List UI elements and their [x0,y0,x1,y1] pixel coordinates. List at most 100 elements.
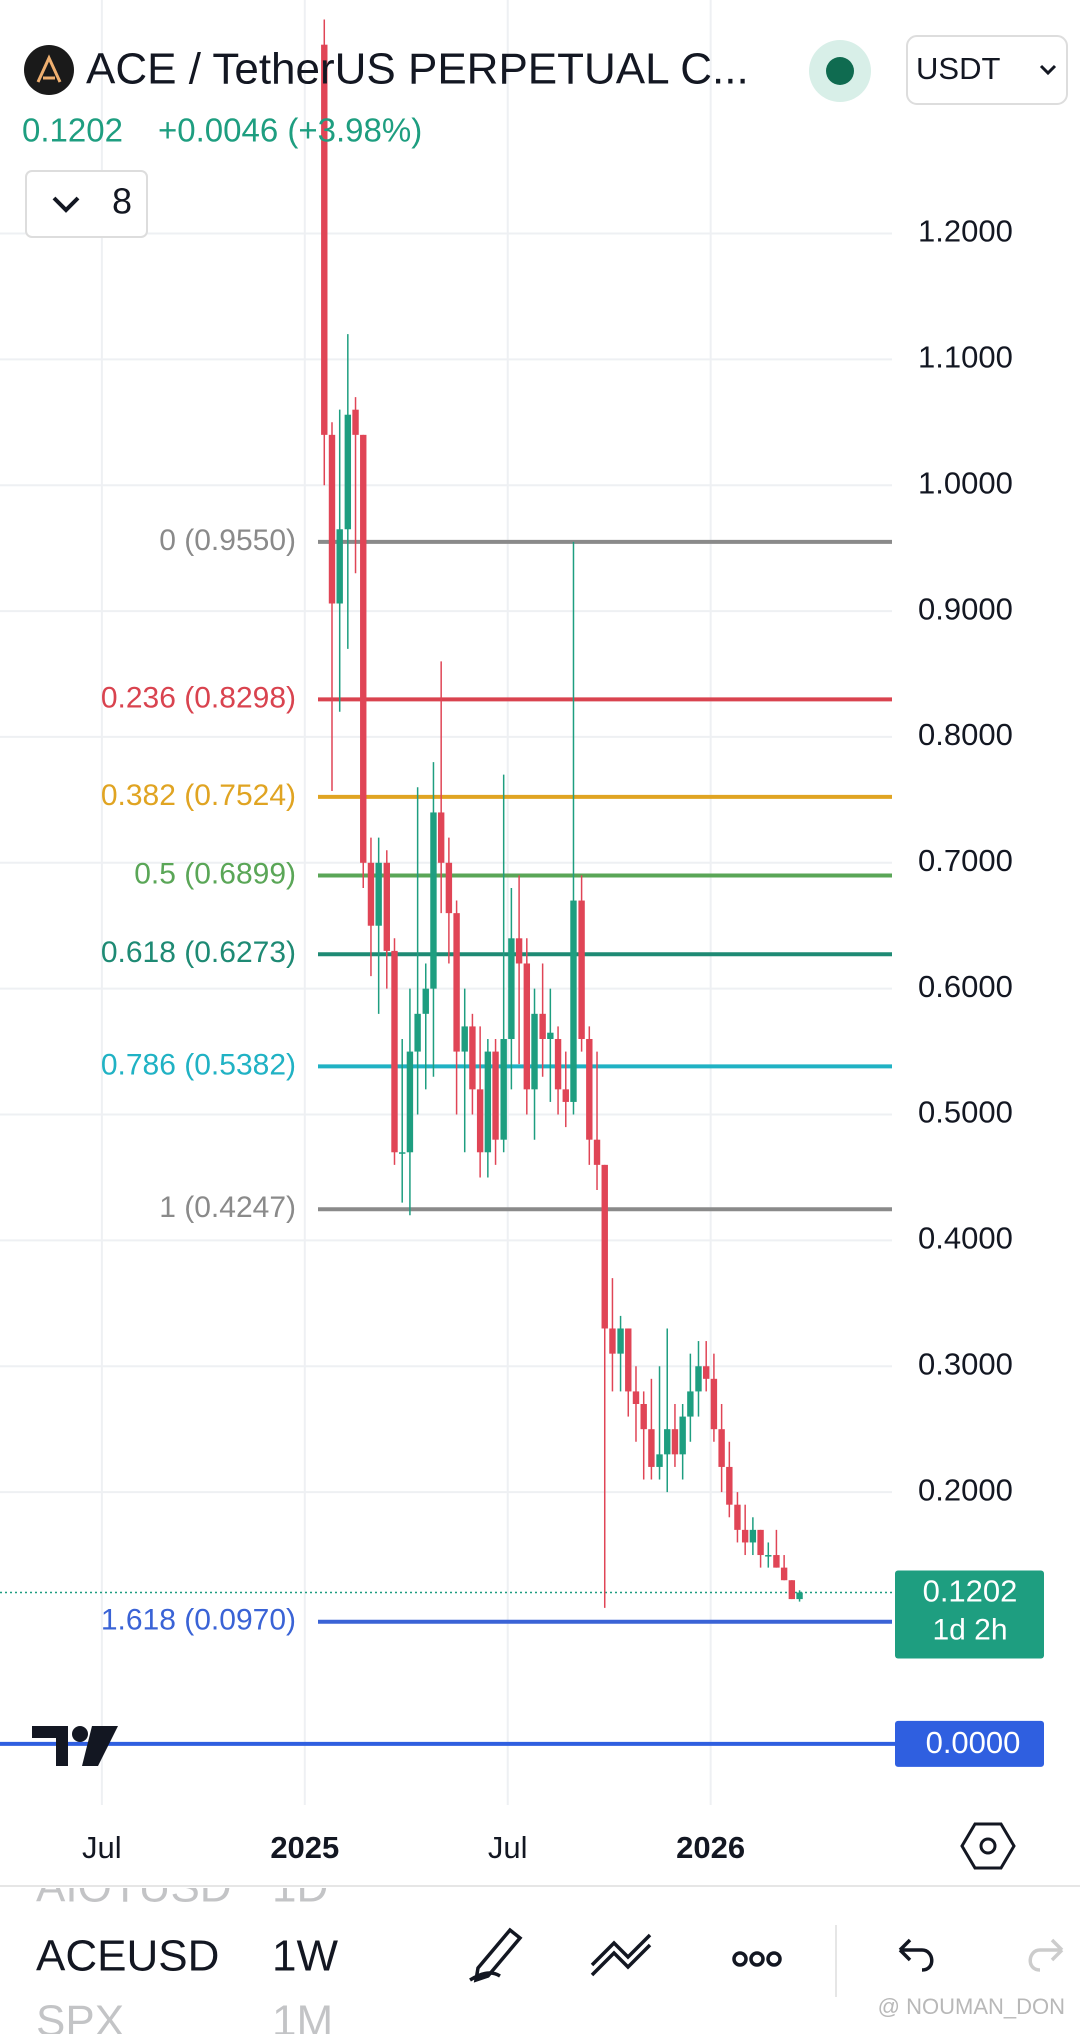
indicators-toggle[interactable] [25,170,148,238]
y-tick-label: 1.2000 [918,214,1013,249]
chart-area: Jul 2025 Jul 2026 0.2000 0.3000 0.4000 0.5000 0.… [0,0,1044,1865]
candle-body [695,1366,702,1392]
candle-body [593,1139,601,1165]
candle-body [437,812,445,863]
fib-label: 0.786 (0.5382) [101,1048,296,1081]
candle-body [344,414,352,530]
candle-body [734,1504,741,1530]
draw-tool[interactable] [469,1927,523,1983]
candle-body [321,44,328,435]
candle-body [609,1328,616,1354]
candle-body [492,1051,499,1140]
toolbar: AIOTUSD 1D ACEUSD 1W SPX 1M @ NOUMAN_DON [0,1863,1080,2034]
candle-body [757,1529,764,1556]
candle-body [391,950,398,1153]
symbol[interactable]: ACEUSD [36,1932,219,1981]
toggle-caret [52,196,80,213]
y-tick-label: 0.9000 [918,591,1013,626]
candle-body [578,900,585,1039]
candle-body [773,1555,780,1568]
price-tag-label: 0.1202 [923,1574,1018,1609]
candle-body [430,812,437,989]
y-tick-label: 0.3000 [918,1346,1013,1381]
indicator-count: 8 [112,181,132,222]
candle-body [640,1404,647,1430]
candle-body [562,1089,569,1102]
settings-icon [979,1837,997,1855]
redo-button[interactable] [1028,1938,1064,1972]
candle-body [383,862,390,951]
fib-label: 0.236 (0.8298) [101,681,296,714]
interval[interactable]: 1W [272,1932,338,1981]
candle-body [360,434,367,863]
symbol[interactable]: AIOTUSD [36,1863,232,1912]
dropdown-caret [1039,64,1057,76]
candle-body [632,1391,640,1405]
candle-body [617,1328,624,1354]
undo-button[interactable] [898,1938,934,1972]
candle-body [796,1592,803,1600]
candle-body [749,1529,757,1543]
candle-body [422,988,429,1014]
y-tick-label: 0.4000 [918,1221,1013,1256]
candle-body [788,1580,796,1600]
x-tick-label: Jul [82,1830,122,1865]
symbol-title[interactable]: ACE / TetherUS PERPETUAL C... [86,45,749,94]
candle-body [500,1038,507,1140]
fib-label: 1 (0.4247) [159,1191,296,1224]
candle-body [515,938,523,964]
candle-body [508,938,515,1039]
candle-body [367,862,375,926]
fib-label: 0.618 (0.6273) [101,936,296,969]
candle-body [664,1429,671,1455]
fib-label: 0.5 (0.6899) [134,857,296,890]
fib-label: 0.382 (0.7524) [101,779,296,812]
watermark: @ NOUMAN_DON [878,1994,1065,2019]
candle-body [445,862,453,914]
x-tick-label: 2025 [270,1830,339,1865]
logo-glyph [36,54,62,83]
candle-body [453,913,460,1052]
candle-body [484,1051,492,1153]
more-button[interactable] [732,1951,782,1967]
candle-body [726,1466,733,1505]
candle-body [625,1328,632,1392]
candle-body [547,1032,554,1039]
fib-label: 0 (0.9550) [159,524,296,557]
candle-body [375,862,382,926]
tv-logo [32,1726,118,1766]
interval[interactable]: 1M [272,1997,333,2034]
currency-label: USDT [916,51,1000,86]
candle-body [656,1454,663,1467]
interval[interactable]: 1D [272,1863,328,1912]
symbol[interactable]: SPX [36,1997,124,2034]
currency-dropdown[interactable] [906,35,1068,105]
y-tick-label: 0.8000 [918,717,1013,752]
settings-button[interactable] [960,1822,1016,1870]
candle-body [601,1164,608,1329]
symbol-logo[interactable] [24,45,74,95]
trend-tool[interactable] [590,1933,652,1977]
y-tick-label: 1.1000 [918,340,1013,375]
candle-body [523,963,531,1090]
candle-body [687,1391,694,1417]
candle-body [780,1567,788,1581]
candle-body [718,1429,725,1467]
symbol-list: AIOTUSD 1D ACEUSD 1W SPX 1M [36,1863,338,2034]
candle-body [648,1429,655,1467]
header: ACE / TetherUS PERPETUAL C... USDT 0.120… [22,35,1068,238]
candle-body [336,529,343,604]
candle-body [570,900,577,1102]
market-status-dot [826,57,854,85]
x-tick-label: Jul [488,1830,528,1865]
candle-body [679,1416,686,1455]
candle-body [710,1378,718,1430]
candle-body [671,1429,679,1455]
price-tag [895,1570,1044,1659]
price-tag [895,1720,1044,1767]
candle-body [554,1038,562,1090]
candle-body [476,1089,484,1153]
candle-body [539,1013,546,1039]
